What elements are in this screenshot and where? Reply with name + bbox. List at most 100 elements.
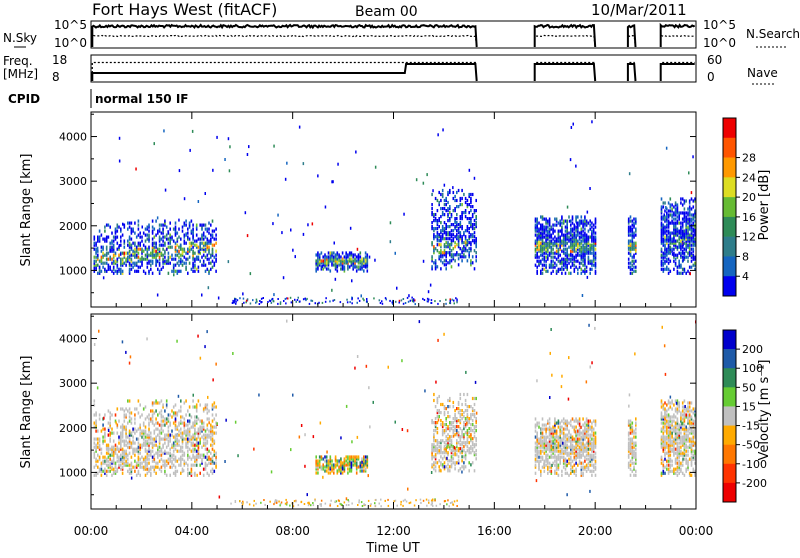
data-cell — [628, 462, 630, 465]
data-cell — [565, 272, 567, 275]
data-cell — [175, 448, 177, 451]
data-cell — [668, 420, 670, 423]
data-cell — [198, 442, 200, 445]
data-cell — [108, 224, 110, 227]
data-cell — [99, 444, 101, 447]
data-cell — [540, 436, 542, 439]
data-cell — [141, 248, 143, 251]
data-cell — [161, 399, 163, 402]
data-cell — [577, 430, 579, 433]
data-cell — [177, 232, 179, 235]
data-cell — [118, 464, 120, 467]
data-cell — [691, 266, 693, 269]
data-cell — [333, 263, 335, 266]
data-cell — [162, 460, 164, 463]
data-cell — [461, 455, 463, 458]
data-cell — [161, 238, 163, 241]
data-cell — [444, 207, 446, 210]
data-cell — [207, 464, 209, 467]
data-cell — [192, 228, 194, 231]
data-cell — [152, 409, 154, 412]
data-cell — [472, 441, 474, 444]
data-cell — [365, 459, 367, 462]
data-cell — [161, 224, 163, 227]
data-cell — [437, 409, 439, 412]
data-cell — [185, 442, 187, 445]
data-cell — [358, 265, 360, 268]
data-cell — [363, 265, 365, 268]
data-cell — [198, 256, 200, 259]
data-cell — [628, 226, 630, 229]
data-cell — [689, 199, 691, 202]
data-cell — [401, 299, 403, 301]
data-cell — [456, 439, 458, 442]
data-cell — [125, 264, 127, 267]
data-cell — [159, 454, 161, 457]
data-cell — [214, 230, 216, 233]
data-cell — [458, 411, 460, 414]
data-cell — [177, 426, 179, 429]
data-cell — [97, 472, 99, 475]
data-cell — [319, 253, 321, 256]
data-cell — [576, 222, 578, 225]
data-cell — [575, 426, 577, 429]
data-cell — [191, 426, 193, 429]
data-cell — [444, 461, 446, 464]
data-cell — [431, 299, 433, 301]
data-cell — [449, 459, 451, 462]
data-cell — [442, 421, 444, 424]
data-cell — [131, 238, 133, 241]
data-cell — [630, 262, 632, 265]
data-cell — [162, 248, 164, 251]
data-cell — [671, 232, 673, 235]
data-cell — [360, 255, 362, 258]
data-cell — [148, 428, 150, 431]
data-cell — [139, 266, 141, 269]
data-cell — [139, 474, 141, 477]
data-cell — [687, 256, 689, 259]
data-cell — [203, 426, 205, 429]
data-cell — [675, 254, 677, 257]
data-cell — [475, 437, 477, 440]
data-cell — [468, 441, 470, 444]
data-cell — [361, 457, 363, 460]
data-cell — [688, 171, 690, 174]
data-cell — [111, 240, 113, 243]
data-cell — [214, 238, 216, 241]
data-cell — [169, 448, 171, 451]
data-cell — [568, 262, 570, 265]
data-cell — [101, 462, 103, 465]
data-cell — [120, 268, 122, 271]
data-cell — [635, 442, 637, 445]
data-cell — [570, 472, 572, 475]
data-cell — [175, 466, 177, 469]
data-cell — [173, 240, 175, 243]
data-cell — [673, 218, 675, 221]
data-cell — [595, 252, 597, 255]
data-cell — [161, 232, 163, 235]
data-cell — [474, 435, 476, 438]
data-cell — [440, 215, 442, 218]
data-cell — [427, 298, 429, 300]
data-cell — [451, 229, 453, 232]
data-cell — [536, 270, 538, 273]
data-cell — [635, 428, 637, 431]
data-cell — [538, 460, 540, 463]
data-cell — [458, 205, 460, 208]
data-cell — [150, 436, 152, 439]
data-cell — [162, 258, 164, 261]
data-cell — [682, 259, 684, 262]
data-cell — [164, 220, 166, 223]
data-cell — [180, 254, 182, 257]
data-cell — [129, 464, 131, 467]
data-cell — [356, 255, 358, 258]
data-cell — [166, 226, 168, 229]
data-cell — [664, 458, 666, 461]
data-cell — [467, 445, 469, 448]
data-cell — [666, 436, 668, 439]
data-cell — [540, 432, 542, 435]
data-cell — [143, 232, 145, 235]
data-cell — [99, 266, 101, 269]
data-cell — [430, 284, 432, 287]
data-cell — [131, 411, 133, 414]
